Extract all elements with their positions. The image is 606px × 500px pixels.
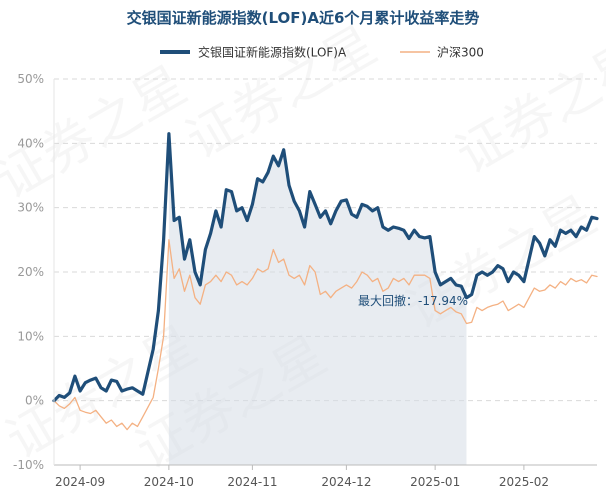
- legend-label-benchmark: 沪深300: [437, 46, 484, 60]
- x-tick-label: 2024-12: [321, 475, 371, 489]
- y-tick-label: 30%: [17, 201, 44, 215]
- x-tick-label: 2024-10: [144, 475, 194, 489]
- series-line-fund: [52, 132, 599, 403]
- x-tick-label: 2024-09: [55, 475, 105, 489]
- legend-label-fund: 交银国证新能源指数(LOF)A: [198, 45, 347, 60]
- x-tick-label: 2024-11: [227, 475, 277, 489]
- legend: 交银国证新能源指数(LOF)A 沪深300: [160, 45, 484, 60]
- chart-title: 交银国证新能源指数(LOF)A近6个月累计收益率走势: [126, 9, 480, 27]
- y-tick-label: 20%: [17, 265, 44, 279]
- watermark-text: 证券之星: [177, 15, 387, 171]
- series-line-benchmark: [53, 239, 598, 431]
- annotations: 最大回撤：-17.94%: [358, 293, 468, 308]
- drawdown-shade: [168, 133, 467, 465]
- y-tick-label: 50%: [17, 72, 44, 86]
- drawdown-area: [168, 133, 467, 465]
- y-tick-label: -10%: [13, 458, 44, 472]
- x-tick-label: 2025-02: [499, 475, 549, 489]
- y-tick-label: 40%: [17, 136, 44, 150]
- y-tick-label: 0%: [25, 394, 44, 408]
- series-lines: [52, 132, 599, 431]
- axes: 50% 40% 30% 20% 10% 0% -10% 2024-09 2024-10 2024-…: [13, 72, 597, 489]
- drawdown-label: 最大回撤：-17.94%: [358, 293, 468, 308]
- x-tick-label: 2025-01: [410, 475, 460, 489]
- y-tick-label: 10%: [17, 329, 44, 343]
